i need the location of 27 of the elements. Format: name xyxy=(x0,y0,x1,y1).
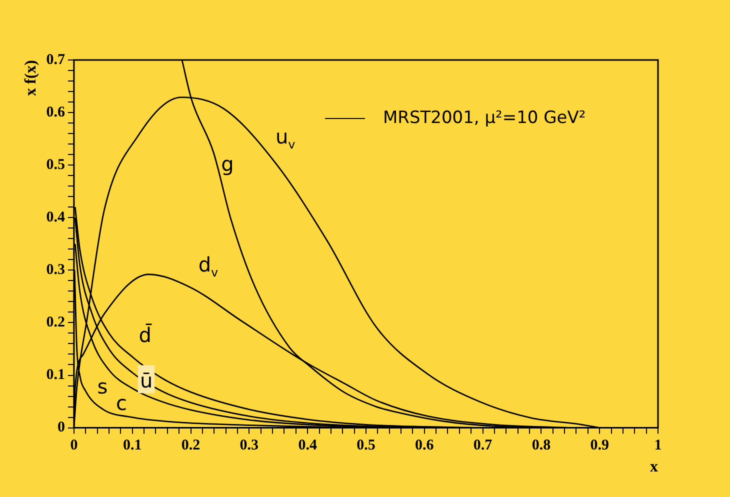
series-label: c xyxy=(116,391,127,416)
x-tick-label: 0.4 xyxy=(298,438,318,454)
y-tick-label: 0.4 xyxy=(46,210,66,226)
series-label: s xyxy=(97,374,108,399)
y-tick-label: 0.7 xyxy=(46,52,66,68)
series-label: d̄ xyxy=(138,323,152,348)
x-tick-label: 0.6 xyxy=(415,438,434,454)
x-axis-title: x xyxy=(650,458,658,476)
x-tick-label: 1 xyxy=(654,438,662,454)
x-tick-label: 0.7 xyxy=(473,438,493,454)
y-tick-label: 0.6 xyxy=(46,104,66,120)
annotation: MRST2001, μ²=10 GeV² xyxy=(383,108,586,128)
y-axis-title: x f(x) xyxy=(22,60,40,96)
x-tick-label: 0.1 xyxy=(122,438,142,454)
x-tick-label: 0.8 xyxy=(532,438,551,454)
x-tick-label: 0 xyxy=(70,438,78,454)
x-tick-label: 0.2 xyxy=(181,438,200,454)
y-tick-label: 0.3 xyxy=(46,262,65,278)
x-tick-label: 0.9 xyxy=(590,438,609,454)
x-tick-label: 0.3 xyxy=(240,438,259,454)
y-tick-label: 0 xyxy=(57,420,65,436)
x-tick-label: 0.5 xyxy=(356,438,376,454)
y-tick-label: 0.5 xyxy=(46,156,65,173)
y-tick-label: 0.1 xyxy=(46,367,65,384)
series-label: g xyxy=(221,152,234,176)
series-label: ū xyxy=(140,368,153,392)
y-tick-label: 0.2 xyxy=(46,314,65,331)
